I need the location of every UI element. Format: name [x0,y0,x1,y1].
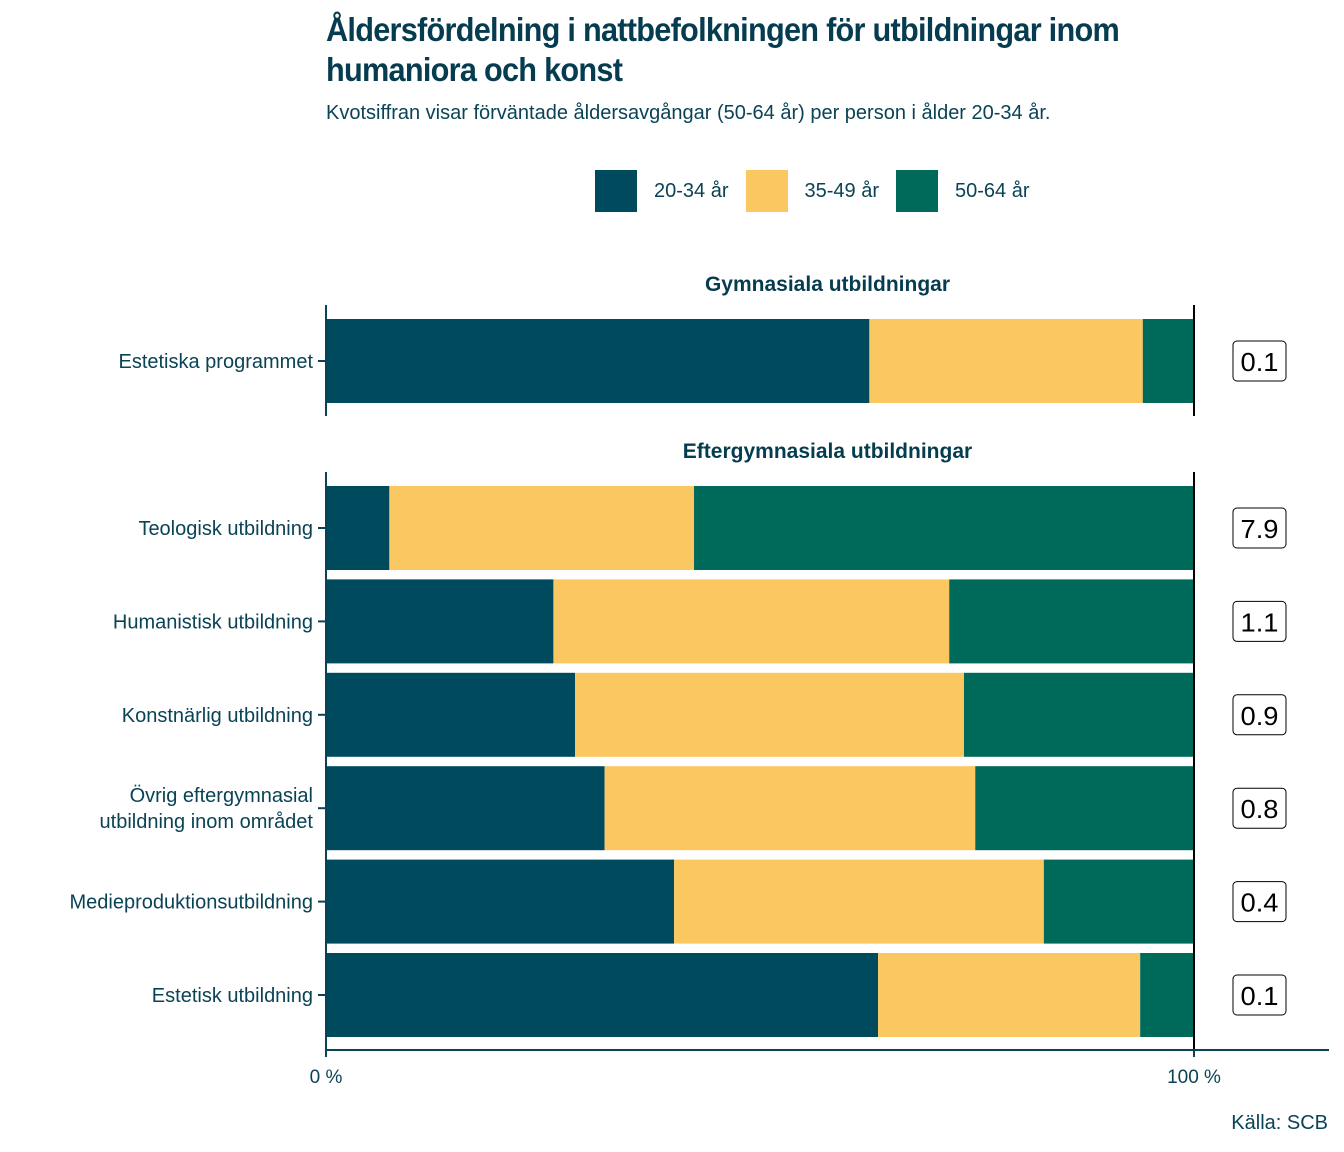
bar-segment-20-34 [326,579,554,664]
bar-segment-50-64 [1043,859,1194,944]
bar-segment-20-34 [326,766,605,851]
bar-segment-20-34 [326,319,870,403]
bar-segment-50-64 [694,486,1194,570]
chart-title: Åldersfördelning i nattbefolkningen för … [326,11,1120,88]
bar-segment-35-49 [878,953,1141,1037]
legend-label-50-64: 50-64 år [955,179,1030,202]
ratio-label-box [1232,787,1287,829]
panel-title: Gymnasiala utbildningar [705,273,950,296]
bar-segment-20-34 [326,486,390,570]
category-label: Teologisk utbildning [138,518,313,540]
ratio-label-box [1232,694,1287,736]
legend-item-20-34: 20-34 år [595,170,746,212]
bar-segment-35-49 [674,859,1044,944]
chart-subtitle: Kvotsiffran visar förväntade åldersavgån… [326,102,1051,124]
bar-segment-20-34 [326,859,675,944]
ratio-label-box [1232,600,1287,642]
ratio-label: 7.9 [1241,514,1279,544]
bar-segment-35-49 [869,319,1143,403]
category-label: Estetiska programmet [118,351,313,373]
ratio-label-box [1232,881,1287,923]
bar-segment-35-49 [389,486,695,570]
category-label: Övrig eftergymnasial [130,785,313,807]
bar-segment-20-34 [326,953,879,1037]
bar-segment-50-64 [1142,319,1194,403]
bar-segment-20-34 [326,672,576,757]
bar-segment-50-64 [975,766,1194,851]
ratio-label: 0.4 [1241,888,1279,918]
ratio-label: 0.9 [1241,701,1279,731]
ratio-label: 1.1 [1241,607,1279,637]
ratio-label: 0.1 [1241,981,1279,1011]
legend-swatch-35-49 [745,170,788,212]
category-label: Konstnärlig utbildning [122,705,313,727]
ratio-label: 0.1 [1241,347,1279,377]
legend-swatch-50-64 [896,170,938,212]
ratio-label: 0.8 [1241,794,1279,824]
ratio-label-box [1232,340,1287,382]
source-caption: Källa: SCB [1231,1112,1328,1134]
category-label: Estetisk utbildning [152,985,313,1007]
ratio-label-box [1232,507,1287,549]
legend-item-35-49: 35-49 år [745,170,897,212]
bar-segment-35-49 [553,579,950,664]
legend-label-35-49: 35-49 år [804,179,880,202]
bar-segment-50-64 [1140,953,1194,1037]
bar-segment-50-64 [963,672,1194,757]
legend: 20-34 år 35-49 år 50-64 år [595,170,1047,212]
panel-title: Eftergymnasiala utbildningar [683,440,972,463]
legend-swatch-20-34 [595,170,637,212]
legend-item-50-64: 50-64 år [896,170,1047,212]
bar-segment-35-49 [575,672,964,757]
x-tick-label: 100 % [1167,1067,1221,1088]
category-label: Humanistisk utbildning [113,611,313,633]
bar-segment-35-49 [604,766,976,851]
category-label: Medieproduktionsutbildning [70,892,314,914]
ratio-label-box [1232,974,1287,1016]
bar-segment-50-64 [949,579,1194,664]
x-tick-label: 0 % [310,1067,343,1088]
category-label: utbildning inom området [100,811,314,833]
legend-label-20-34: 20-34 år [654,179,729,202]
